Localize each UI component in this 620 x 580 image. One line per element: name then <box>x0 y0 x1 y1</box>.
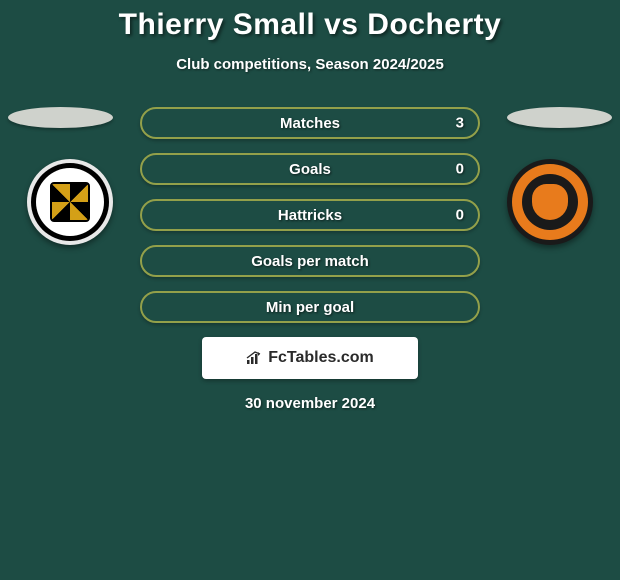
date-label: 30 november 2024 <box>0 395 620 412</box>
right-player-slot <box>507 107 612 128</box>
stat-right-value: 0 <box>456 161 464 178</box>
stat-row-hattricks: Hattricks 0 <box>140 199 480 231</box>
st-mirren-badge <box>27 159 113 245</box>
stat-label: Hattricks <box>278 207 342 224</box>
comparison-card: Thierry Small vs Docherty Club competiti… <box>0 0 620 412</box>
stat-label: Min per goal <box>266 299 354 316</box>
stat-label: Goals per match <box>251 253 369 270</box>
stat-right-value: 3 <box>456 115 464 132</box>
badge-lion <box>532 184 568 220</box>
brand-text: FcTables.com <box>268 349 374 367</box>
main-area: Matches 3 Goals 0 Hattricks 0 Goals per … <box>0 107 620 412</box>
stat-label: Matches <box>280 115 340 132</box>
stat-label: Goals <box>289 161 331 178</box>
badge-center <box>50 182 90 222</box>
chart-icon <box>246 351 264 365</box>
brand-box[interactable]: FcTables.com <box>202 337 418 379</box>
stat-row-matches: Matches 3 <box>140 107 480 139</box>
stat-row-min-per-goal: Min per goal <box>140 291 480 323</box>
dundee-united-badge <box>507 159 593 245</box>
stats-list: Matches 3 Goals 0 Hattricks 0 Goals per … <box>140 107 480 323</box>
stat-right-value: 0 <box>456 207 464 224</box>
stat-row-goals-per-match: Goals per match <box>140 245 480 277</box>
left-player-slot <box>8 107 113 128</box>
stat-row-goals: Goals 0 <box>140 153 480 185</box>
subtitle: Club competitions, Season 2024/2025 <box>0 56 620 73</box>
brand-label: FcTables.com <box>246 349 374 367</box>
page-title: Thierry Small vs Docherty <box>0 8 620 42</box>
